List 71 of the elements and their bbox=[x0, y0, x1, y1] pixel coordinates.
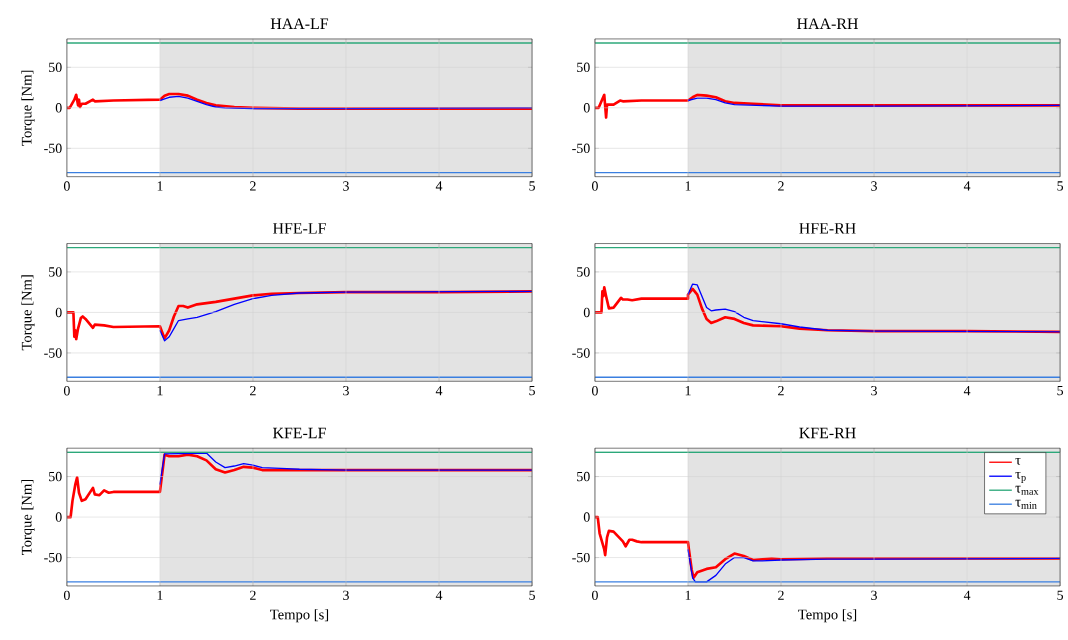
legend-label: τ$_{p}$ bbox=[1015, 471, 1026, 484]
x-tick-label: 0 bbox=[591, 181, 598, 191]
y-tick-label: -50 bbox=[44, 552, 62, 563]
x-tick-label: 3 bbox=[871, 590, 877, 601]
x-tick-label: 5 bbox=[529, 386, 535, 396]
y-tick-label: 50 bbox=[49, 267, 62, 277]
x-tick-label: 4 bbox=[435, 181, 443, 191]
x-tick-label: 5 bbox=[529, 590, 535, 600]
x-tick-label: 5 bbox=[1057, 386, 1064, 396]
y-tick-label: 0 bbox=[55, 512, 62, 522]
x-tick-label: 0 bbox=[591, 386, 598, 396]
x-tick-label: 2 bbox=[778, 181, 784, 191]
x-tick-label: 2 bbox=[250, 590, 256, 600]
x-tick-label: 4 bbox=[963, 590, 971, 600]
x-tick-label: 3 bbox=[871, 181, 877, 191]
y-tick-label: -50 bbox=[44, 348, 62, 358]
y-axis-title: Torque [Nm] bbox=[21, 480, 35, 556]
y-tick-label: 50 bbox=[49, 471, 62, 482]
x-tick-label: 4 bbox=[963, 181, 971, 191]
chart-title: KFE-LF bbox=[272, 427, 326, 439]
y-tick-label: 50 bbox=[577, 267, 590, 277]
x-tick-label: 4 bbox=[435, 590, 443, 600]
x-tick-label: 1 bbox=[157, 590, 163, 600]
chart-title: HFE-RH bbox=[799, 223, 856, 234]
x-tick-label: 3 bbox=[343, 386, 349, 396]
x-axis-title: Tempo [s] bbox=[270, 609, 329, 623]
chart-title: HFE-LF bbox=[272, 223, 326, 234]
x-tick-label: 1 bbox=[157, 386, 163, 396]
y-tick-label: 0 bbox=[55, 103, 62, 113]
x-tick-label: 1 bbox=[685, 590, 691, 600]
y-tick-label: 0 bbox=[583, 512, 590, 522]
y-tick-label: 0 bbox=[55, 307, 62, 318]
y-tick-label: 50 bbox=[49, 62, 62, 73]
y-axis-title: Torque [Nm] bbox=[21, 275, 35, 351]
y-tick-label: -50 bbox=[572, 348, 590, 358]
x-tick-label: 0 bbox=[63, 181, 70, 191]
y-tick-label: 50 bbox=[577, 62, 590, 73]
x-tick-label: 4 bbox=[435, 386, 443, 396]
y-tick-label: 0 bbox=[583, 103, 590, 113]
legend-label: τ bbox=[1015, 457, 1021, 465]
x-tick-label: 3 bbox=[343, 181, 349, 191]
x-tick-label: 1 bbox=[685, 386, 691, 396]
x-tick-label: 1 bbox=[157, 181, 163, 191]
x-tick-label: 5 bbox=[1057, 181, 1064, 191]
x-axis-title: Tempo [s] bbox=[798, 609, 857, 623]
x-tick-label: 1 bbox=[685, 181, 691, 191]
chart-title: HAA-RH bbox=[797, 18, 858, 30]
x-tick-label: 2 bbox=[250, 386, 256, 396]
legend-label: τ$_{min}$ bbox=[1015, 499, 1037, 509]
x-tick-label: 3 bbox=[871, 386, 877, 396]
x-tick-label: 5 bbox=[1057, 590, 1064, 600]
y-tick-label: 0 bbox=[583, 307, 590, 318]
x-tick-label: 2 bbox=[250, 181, 256, 191]
chart-title: HAA-LF bbox=[270, 18, 329, 30]
y-tick-label: -50 bbox=[44, 143, 62, 154]
legend-label: τ$_{max}$ bbox=[1015, 485, 1039, 495]
x-tick-label: 4 bbox=[963, 386, 971, 396]
x-tick-label: 2 bbox=[778, 590, 784, 600]
x-tick-label: 0 bbox=[63, 590, 70, 601]
x-tick-label: 0 bbox=[63, 386, 70, 396]
line-series bbox=[687, 97, 1061, 107]
y-tick-label: 50 bbox=[577, 471, 590, 482]
x-tick-label: 0 bbox=[591, 590, 598, 601]
x-tick-label: 2 bbox=[778, 386, 784, 396]
line-series bbox=[159, 290, 533, 342]
chart-title: KFE-RH bbox=[799, 427, 856, 439]
x-tick-label: 3 bbox=[343, 590, 349, 601]
x-tick-label: 5 bbox=[529, 181, 535, 191]
y-axis-title: Torque [Nm] bbox=[21, 70, 35, 146]
y-tick-label: -50 bbox=[572, 143, 590, 154]
y-tick-label: -50 bbox=[572, 552, 590, 563]
